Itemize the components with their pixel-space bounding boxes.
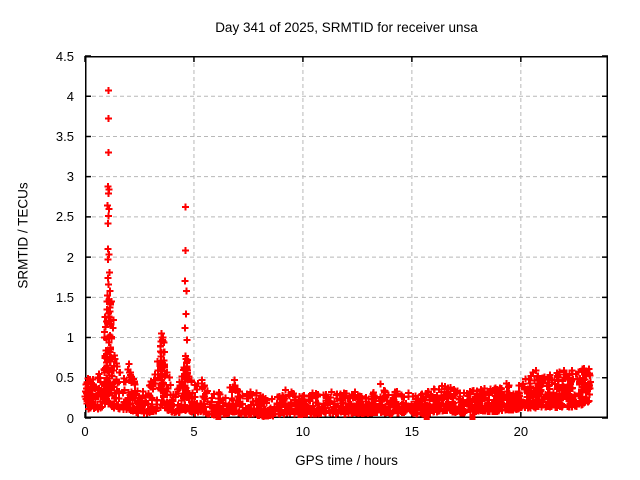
plot-area — [81, 55, 608, 420]
y-tick-label: 1 — [66, 330, 74, 346]
y-tick-label: 0 — [66, 410, 74, 426]
x-tick-label: 5 — [190, 424, 198, 439]
y-tick-label: 0.5 — [55, 370, 74, 386]
y-tick-label: 1.5 — [55, 289, 74, 305]
zero-value-marker — [215, 414, 222, 420]
x-axis-label: GPS time / hours — [295, 453, 398, 468]
y-tick-label: 2.5 — [55, 209, 74, 225]
x-tick-label: 20 — [513, 424, 529, 439]
x-tick-label: 15 — [404, 424, 420, 439]
x-tick-label: 0 — [81, 424, 89, 439]
y-tick-label: 4.5 — [55, 48, 74, 64]
y-tick-label: 3 — [66, 169, 74, 185]
plot-canvas — [81, 55, 608, 420]
x-tick-label: 10 — [295, 424, 311, 439]
y-tick-label: 4 — [66, 88, 74, 104]
scatter-points — [81, 87, 594, 420]
grid-lines — [85, 56, 608, 418]
zero-value-marker — [423, 414, 430, 420]
y-tick-label: 2 — [66, 249, 74, 265]
zero-value-marker — [469, 414, 476, 420]
chart-title: Day 341 of 2025, SRMTID for receiver uns… — [215, 20, 478, 35]
y-tick-label: 3.5 — [55, 128, 74, 144]
